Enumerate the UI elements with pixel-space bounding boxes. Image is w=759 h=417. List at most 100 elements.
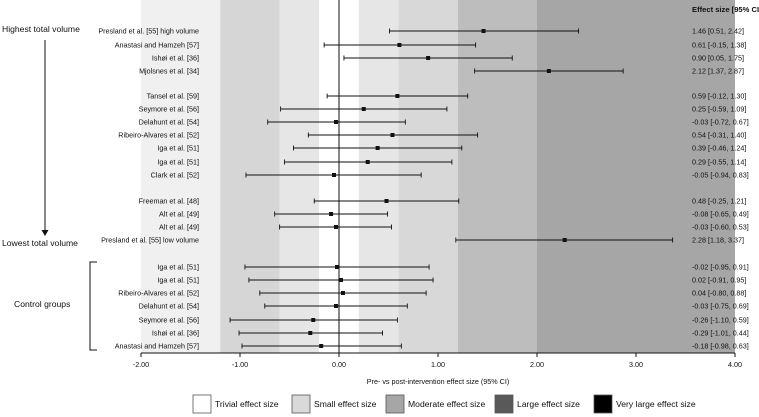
legend-item: Very large effect size	[593, 394, 696, 414]
study-row: Ribeiro-Alvares et al. [52] 0.04 [-0.80, …	[118, 289, 746, 298]
effect-size-value: 0.02 [-0.91, 0.95]	[692, 276, 746, 285]
legend-label: Small effect size	[314, 399, 377, 409]
study-label: Ishøi et al. [36]	[152, 329, 199, 338]
study-label: Ribeiro-Alvares et al. [52]	[118, 131, 199, 140]
study-label: Iga et al. [51]	[157, 263, 199, 272]
point-estimate	[334, 225, 339, 229]
point-estimate	[397, 43, 402, 47]
effect-size-value: 1.46 [0.51, 2.42]	[692, 27, 744, 36]
point-estimate	[546, 69, 551, 73]
effect-size-value: -0.02 [-0.95, 0.91]	[692, 263, 749, 272]
study-row: Delahunt et al. [54] -0.03 [-0.72, 0.67]	[139, 118, 749, 127]
study-label: Freeman et al. [48]	[139, 197, 199, 206]
effect-size-bands	[141, 0, 735, 353]
effect-size-value: -0.03 [-0.60, 0.53]	[692, 223, 749, 232]
point-estimate	[395, 94, 400, 98]
point-estimate	[308, 331, 313, 335]
x-tick-label: 1.00	[431, 360, 445, 369]
point-estimate	[365, 160, 370, 164]
legend-item: Moderate effect size	[385, 394, 485, 414]
study-label: Ribeiro-Alvares et al. [52]	[118, 289, 199, 298]
study-row: Mjolsnes et al. [34] 2.12 [1.37, 2.87]	[139, 67, 744, 76]
study-row: Seymore et al. [56] 0.25 [-0.59, 1.09]	[139, 105, 747, 114]
effect-size-value: 0.59 [-0.12, 1.30]	[692, 92, 746, 101]
legend-swatch	[593, 394, 613, 414]
effect-size-value: 0.39 [-0.46, 1.24]	[692, 144, 746, 153]
x-tick-label: 2.00	[530, 360, 544, 369]
group-label-control: Control groups	[14, 299, 70, 309]
x-tick-label: 3.00	[629, 360, 643, 369]
legend: Trivial effect size Small effect size Mode…	[192, 394, 696, 414]
study-rows: Presland et al. [55] high volume 1.46 [0.…	[98, 27, 748, 351]
study-row: Ishøi et al. [36] -0.29 [-1.01, 0.44]	[152, 329, 749, 338]
effect-size-value: -0.18 [-0.98, 0.63]	[692, 342, 749, 351]
legend-swatch	[192, 394, 212, 414]
study-label: Tansel et al. [59]	[147, 92, 199, 101]
legend-item: Trivial effect size	[192, 394, 279, 414]
group-annotations: Highest total volume Lowest total volume…	[2, 24, 97, 351]
study-row: Alt et al. [49] -0.08 [-0.65, 0.49]	[159, 210, 749, 219]
point-estimate	[426, 56, 431, 60]
point-estimate	[332, 173, 337, 177]
effect-size-value: -0.26 [-1.10, 0.59]	[692, 316, 749, 325]
effect-size-value: -0.08 [-0.65, 0.49]	[692, 210, 749, 219]
legend-item: Large effect size	[494, 394, 580, 414]
effect-size-header: Effect size [95% CI]	[692, 5, 759, 14]
study-label: Anastasi and Hamzeh [57]	[115, 41, 199, 50]
point-estimate	[334, 120, 339, 124]
study-label: Mjolsnes et al. [34]	[139, 67, 199, 76]
point-estimate	[481, 29, 486, 33]
legend-item: Small effect size	[291, 394, 377, 414]
legend-label: Moderate effect size	[408, 399, 485, 409]
study-label: Alt et al. [49]	[159, 223, 199, 232]
study-row: Iga et al. [51] 0.39 [-0.46, 1.24]	[157, 144, 746, 153]
effect-size-value: 0.54 [-0.31, 1.40]	[692, 131, 746, 140]
effect-size-value: -0.05 [-0.94, 0.83]	[692, 171, 749, 180]
effect-size-value: -0.03 [-0.75, 0.69]	[692, 302, 749, 311]
band-large2	[457, 0, 537, 353]
effect-size-value: 0.90 [0.05, 1.75]	[692, 54, 744, 63]
band-very_large2	[537, 0, 735, 353]
study-row: Ribeiro-Alvares et al. [52] 0.54 [-0.31, …	[118, 131, 746, 140]
point-estimate	[311, 318, 316, 322]
study-label: Seymore et al. [56]	[139, 105, 199, 114]
point-estimate	[338, 278, 343, 282]
band-moderate	[279, 0, 320, 353]
x-tick-label: 4.00	[728, 360, 742, 369]
effect-size-value: 0.29 [-0.55, 1.14]	[692, 158, 746, 167]
study-row: Anastasi and Hamzeh [57] 0.61 [-0.15, 1.3…	[115, 41, 747, 50]
study-row: Tansel et al. [59] 0.59 [-0.12, 1.30]	[147, 92, 747, 101]
point-estimate	[375, 146, 380, 150]
effect-size-value: 0.48 [-0.25, 1.21]	[692, 197, 746, 206]
legend-swatch	[291, 394, 311, 414]
point-estimate	[319, 344, 324, 348]
study-row: Iga et al. [51] -0.02 [-0.95, 0.91]	[157, 263, 748, 272]
study-label: Iga et al. [51]	[157, 158, 199, 167]
x-tick-label: -2.00	[133, 360, 149, 369]
x-axis: -2.00 -1.00 0.00 1.00 2.00 3.00 4.00	[133, 352, 742, 369]
study-row: Seymore et al. [56] -0.26 [-1.10, 0.59]	[139, 316, 749, 325]
group-label-highest: Highest total volume	[2, 24, 80, 34]
effect-size-value: 0.61 [-0.15, 1.38]	[692, 41, 746, 50]
point-estimate	[335, 265, 340, 269]
effect-size-value: 0.25 [-0.59, 1.09]	[692, 105, 746, 114]
band-large	[220, 0, 280, 353]
study-label: Ishøi et al. [36]	[152, 54, 199, 63]
x-tick-label: 0.00	[332, 360, 346, 369]
legend-label: Very large effect size	[616, 399, 696, 409]
study-row: Presland et al. [55] high volume 1.46 [0.…	[98, 27, 744, 36]
study-row: Alt et al. [49] -0.03 [-0.60, 0.53]	[159, 223, 749, 232]
effect-size-value: 0.04 [-0.80, 0.88]	[692, 289, 746, 298]
x-tick-label: -1.00	[232, 360, 248, 369]
study-row: Anastasi and Hamzeh [57] -0.18 [-0.98, 0.…	[115, 342, 749, 351]
study-row: Ishøi et al. [36] 0.90 [0.05, 1.75]	[152, 54, 744, 63]
study-row: Clark et al. [52] -0.05 [-0.94, 0.83]	[151, 171, 749, 180]
point-estimate	[390, 133, 395, 137]
point-estimate	[361, 107, 366, 111]
point-estimate	[329, 212, 334, 216]
study-row: Iga et al. [51] 0.02 [-0.91, 0.95]	[157, 276, 746, 285]
study-label: Iga et al. [51]	[157, 276, 199, 285]
legend-label: Large effect size	[517, 399, 580, 409]
effect-size-value: -0.29 [-1.01, 0.44]	[692, 329, 749, 338]
